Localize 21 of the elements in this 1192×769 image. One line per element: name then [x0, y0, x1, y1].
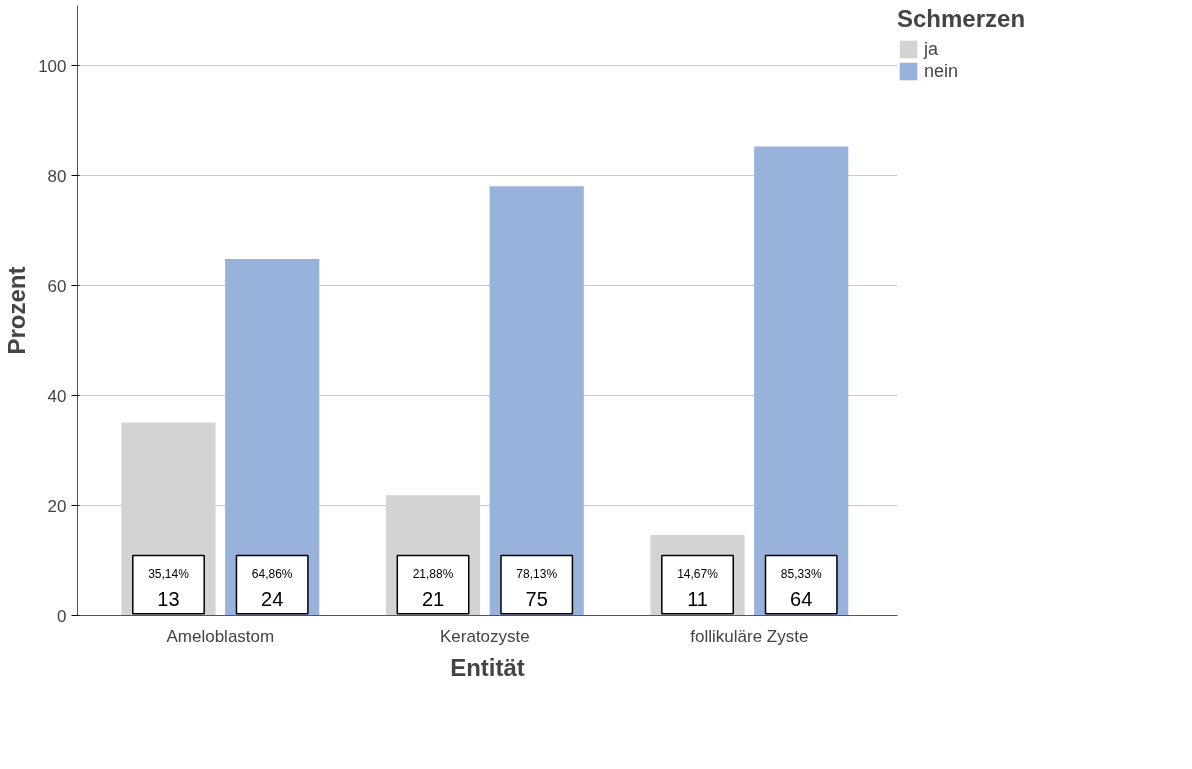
text: 35,14% 13 [148, 566, 189, 611]
y-tick-label: 20 [47, 496, 67, 516]
y-tick-label: 40 [47, 386, 67, 406]
y-tick-label: 80 [47, 166, 67, 186]
y-tick-label: 0 [57, 606, 67, 626]
y-axis-title: Prozent [3, 266, 31, 355]
bar [754, 146, 849, 616]
text: 14,67% 11 [677, 566, 718, 611]
y-tick-label: 60 [47, 276, 67, 296]
x-axis-title: Entität [450, 653, 525, 681]
x-tick-label: Ameloblastom [166, 626, 275, 646]
y-tick-label: 100 [38, 56, 67, 76]
legend-title: Schmerzen [897, 5, 1026, 33]
text: 85,33% 64 [780, 566, 822, 611]
legend-label: ja [924, 38, 939, 60]
x-tick-label: Keratozyste [439, 626, 530, 646]
legend-label: nein [924, 60, 959, 82]
text: 78,13% 75 [516, 566, 558, 611]
text: 21,88% 21 [412, 566, 454, 611]
x-tick-label: follikuläre Zyste [690, 626, 809, 646]
text: 64,86% 24 [251, 566, 293, 611]
